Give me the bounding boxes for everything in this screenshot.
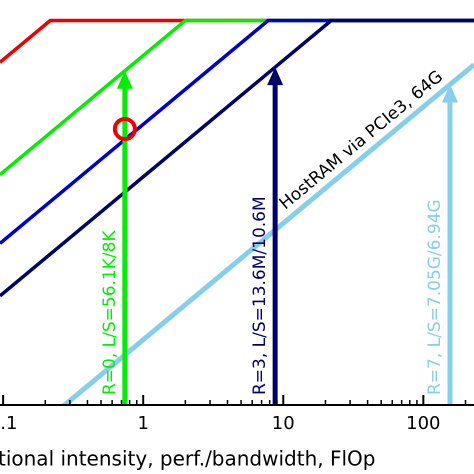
arrow-head xyxy=(116,70,133,89)
arrow-label: R=3, L/S=13.6M/10.6M xyxy=(250,196,270,395)
x-tick-label: 1 xyxy=(137,413,148,434)
x-tick-label: 100 xyxy=(406,413,440,434)
x-tick-label: 0.1 xyxy=(0,413,17,434)
roofline xyxy=(0,18,474,245)
x-tick-label: 10 xyxy=(272,413,295,434)
line-label: HostRAM via PCIe3, 64G xyxy=(276,67,447,214)
x-axis-label: tional intensity, perf./bandwidth, FlOp xyxy=(0,447,375,471)
roofline xyxy=(60,62,474,405)
arrow-head xyxy=(441,84,458,103)
roofline xyxy=(0,18,474,64)
roofline xyxy=(0,18,474,298)
arrow-label: R=0, L/S=56.1K/8K xyxy=(100,230,120,395)
point-marker xyxy=(112,117,137,142)
arrow-label: R=7, L/S=7.05G/6.94G xyxy=(425,199,445,395)
plot-area xyxy=(0,18,474,405)
arrow-head xyxy=(267,67,284,86)
